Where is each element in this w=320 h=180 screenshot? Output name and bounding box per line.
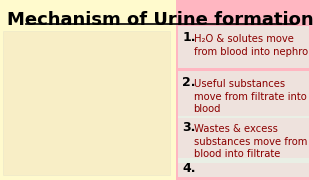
Text: 4.: 4. (182, 162, 196, 175)
Text: Wastes & excess
substances move from
blood into filtrate: Wastes & excess substances move from blo… (194, 124, 307, 159)
FancyBboxPatch shape (3, 31, 170, 175)
Text: 2.: 2. (182, 76, 196, 89)
Text: 1.: 1. (182, 31, 196, 44)
FancyBboxPatch shape (176, 0, 320, 180)
FancyBboxPatch shape (178, 116, 309, 163)
FancyBboxPatch shape (178, 158, 309, 177)
FancyBboxPatch shape (0, 0, 176, 180)
Text: 3.: 3. (182, 121, 196, 134)
FancyBboxPatch shape (178, 26, 309, 68)
Text: H₂O & solutes move
from blood into nephro: H₂O & solutes move from blood into nephr… (194, 34, 308, 57)
Text: Useful substances
move from filtrate into
blood: Useful substances move from filtrate int… (194, 79, 306, 114)
FancyBboxPatch shape (178, 71, 309, 118)
Text: Mechanism of Urine formation: Mechanism of Urine formation (7, 11, 313, 29)
